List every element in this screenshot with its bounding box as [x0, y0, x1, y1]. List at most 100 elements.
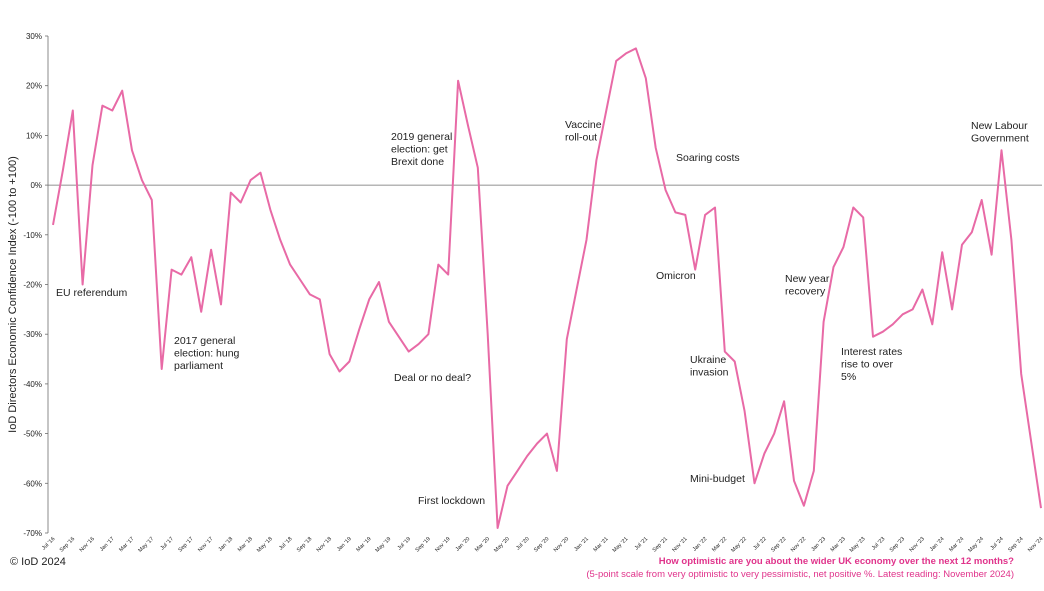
x-tick-label: Nov '22: [790, 536, 807, 553]
x-tick-label: Sep '16: [59, 536, 76, 553]
y-tick-label: -10%: [23, 231, 42, 240]
annotation-line: invasion: [690, 367, 729, 379]
x-tick-label: May '24: [967, 536, 985, 554]
annotation-line: Ukraine: [690, 354, 726, 366]
x-tick-label: Mar '20: [474, 536, 491, 553]
annotation-line: Soaring costs: [676, 152, 740, 164]
x-tick-label: May '23: [849, 536, 867, 554]
y-tick-label: -30%: [23, 330, 42, 339]
y-tick-label: 10%: [26, 131, 42, 140]
annotation-line: Interest rates: [841, 346, 902, 358]
annotation-line: recovery: [785, 286, 826, 298]
x-tick-label: Mar '22: [711, 536, 728, 553]
x-tick-label: Jul '23: [871, 536, 886, 551]
x-tick-label: May '21: [612, 536, 630, 554]
x-tick-label: Sep '19: [415, 536, 432, 553]
x-tick-label: Mar '18: [237, 536, 254, 553]
x-tick-label: Sep '17: [177, 536, 194, 553]
x-tick-label: Jan '21: [573, 536, 590, 553]
annotation-label: Interest rates rise to over 5%: [841, 346, 902, 383]
x-tick-label: Sep '23: [889, 536, 906, 553]
annotation-line: Brexit done: [391, 156, 444, 168]
annotation-line: New Labour: [971, 120, 1028, 132]
x-tick-label: Jan '22: [692, 536, 709, 553]
annotation-label: 2019 general election: get Brexit done: [391, 131, 452, 168]
y-tick-label: -20%: [23, 281, 42, 290]
annotation-label: Deal or no deal?: [394, 372, 471, 384]
annotation-label: Soaring costs: [676, 152, 740, 164]
x-tick-label: Jan '24: [929, 536, 946, 553]
x-tick-label: Jan '17: [99, 536, 116, 553]
annotation-line: 5%: [841, 371, 856, 383]
annotation-line: rise to over: [841, 359, 893, 371]
y-axis-title: IoD Directors Economic Confidence Index …: [7, 156, 19, 433]
annotation-line: Government: [971, 133, 1029, 145]
annotation-line: election: get: [391, 144, 448, 156]
annotation-label: New Labour Government: [971, 120, 1029, 145]
annotation-line: Omicron: [656, 270, 696, 282]
x-tick-label: Mar '24: [948, 536, 965, 553]
x-tick-label: May '19: [375, 536, 393, 554]
x-tick-label: Sep '24: [1007, 536, 1024, 553]
x-tick-label: Jul '21: [634, 536, 649, 551]
confidence-series-line: [52, 47, 1042, 529]
x-tick-label: Nov '20: [553, 536, 570, 553]
annotation-line: 2019 general: [391, 131, 452, 143]
x-tick-label: Nov '19: [434, 536, 451, 553]
x-tick-label: Nov '21: [671, 536, 688, 553]
x-tick-label: Jan '20: [455, 536, 472, 553]
x-tick-label: Nov '17: [197, 536, 214, 553]
y-tick-label: -50%: [23, 430, 42, 439]
annotation-label: Ukraine invasion: [690, 354, 729, 379]
x-tick-label: Sep '20: [533, 536, 550, 553]
x-tick-label: May '17: [137, 536, 155, 554]
x-tick-label: May '20: [493, 536, 511, 554]
x-tick-label: Jul '19: [397, 536, 412, 551]
x-tick-label: Mar '17: [118, 536, 135, 553]
annotation-label: EU referendum: [56, 287, 127, 299]
x-tick-label: Jul '20: [515, 536, 530, 551]
annotation-line: First lockdown: [418, 495, 485, 507]
annotation-label: First lockdown: [418, 495, 485, 507]
x-tick-label: Mar '21: [593, 536, 610, 553]
copyright-text: © IoD 2024: [10, 556, 66, 568]
annotation-line: Mini-budget: [690, 473, 745, 485]
x-tick-label: May '18: [256, 536, 274, 554]
x-tick-label: Jan '18: [218, 536, 235, 553]
annotation-line: Vaccine: [565, 119, 602, 131]
x-tick-label: Jul '18: [278, 536, 293, 551]
x-tick-label: Mar '19: [355, 536, 372, 553]
y-tick-label: -70%: [23, 529, 42, 538]
x-tick-label: Jul '24: [990, 536, 1005, 551]
y-tick-label: -40%: [23, 380, 42, 389]
x-tick-label: May '22: [730, 536, 748, 554]
survey-question: How optimistic are you about the wider U…: [658, 556, 1014, 567]
annotation-line: election: hung: [174, 348, 240, 360]
y-tick-label: 20%: [26, 82, 42, 91]
y-tick-label: -60%: [23, 479, 42, 488]
x-tick-label: Nov '18: [316, 536, 333, 553]
annotation-label: Mini-budget: [690, 473, 745, 485]
x-tick-label: Nov '16: [79, 536, 96, 553]
annotation-line: Deal or no deal?: [394, 372, 471, 384]
annotation-line: EU referendum: [56, 287, 127, 299]
x-tick-label: Sep '22: [770, 536, 787, 553]
annotation-line: parliament: [174, 360, 223, 372]
x-tick-label: Mar '23: [830, 536, 847, 553]
x-tick-label: Nov '23: [909, 536, 926, 553]
x-tick-label: Jan '19: [336, 536, 353, 553]
annotation-label: Omicron: [656, 270, 696, 282]
x-tick-label: Nov '24: [1027, 536, 1044, 553]
survey-note: (5-point scale from very optimistic to v…: [586, 569, 1014, 580]
x-tick-label: Jul '22: [752, 536, 767, 551]
annotation-label: 2017 general election: hung parliament: [174, 335, 240, 372]
annotation-line: New year: [785, 273, 830, 285]
x-tick-label: Sep '18: [296, 536, 313, 553]
x-tick-label: Jul '17: [160, 536, 175, 551]
x-tick-label: Sep '21: [652, 536, 669, 553]
annotation-line: roll-out: [565, 132, 597, 144]
x-tick-label: Jan '23: [810, 536, 827, 553]
y-tick-label: 0%: [30, 181, 42, 190]
